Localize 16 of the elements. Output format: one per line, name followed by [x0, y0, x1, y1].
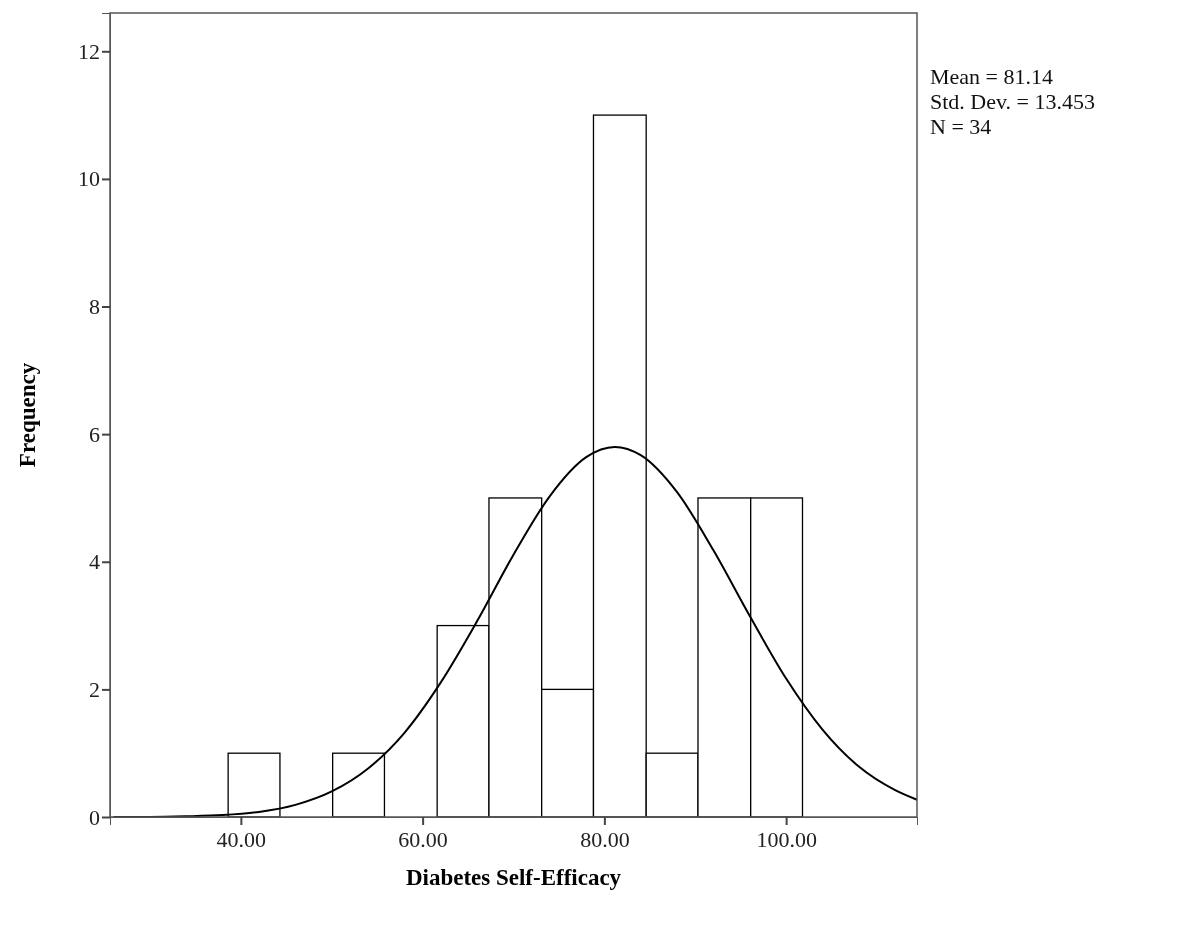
y-tick-label: 4 — [89, 549, 100, 575]
text: Std. Dev. = 13.453 — [930, 89, 1095, 114]
y-tick-label: 10 — [78, 166, 100, 192]
y-axis-title: Frequency — [15, 362, 40, 468]
y-tick-label: 12 — [78, 38, 100, 64]
x-tick-label: 100.00 — [756, 826, 817, 852]
y-tick-label: 8 — [89, 294, 100, 320]
text: N = 34 — [930, 114, 992, 139]
y-tick-label: 6 — [89, 421, 100, 447]
x-tick-label: 60.00 — [398, 826, 448, 852]
x-tick-label: 40.00 — [216, 826, 267, 852]
text: Mean = 81.14 — [930, 64, 1053, 89]
y-tick-label: 0 — [89, 804, 100, 830]
x-tick-label: 80.00 — [580, 826, 630, 852]
x-axis-title: Diabetes Self-Efficacy — [405, 865, 622, 890]
y-tick-label: 2 — [89, 676, 100, 702]
